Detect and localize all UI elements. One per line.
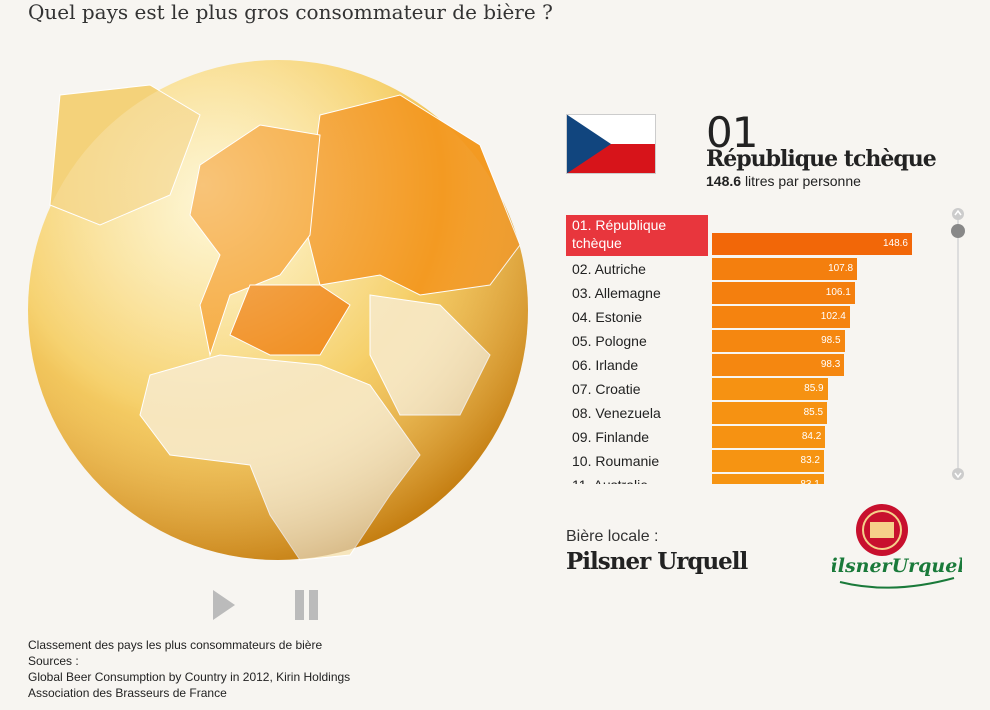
row-label[interactable]: 10. Roumanie <box>572 453 660 469</box>
bar-value: 107.8 <box>828 263 854 274</box>
row-label[interactable]: 09. Finlande <box>572 429 650 445</box>
bar: 83.2 <box>712 450 824 472</box>
bar-value: 98.5 <box>821 335 841 346</box>
bar-value: 106.1 <box>825 287 851 298</box>
row-label[interactable]: 11. Australie <box>566 476 708 484</box>
footer: Classement des pays les plus consommateu… <box>28 637 350 701</box>
row-label[interactable]: 05. Pologne <box>572 333 647 349</box>
row-label[interactable]: 04. Estonie <box>572 309 643 325</box>
row-label[interactable]: 03. Allemagne <box>572 285 661 301</box>
bar: 106.1 <box>712 282 855 304</box>
pause-button[interactable] <box>295 590 304 620</box>
bar: 83.1 <box>712 474 824 484</box>
globe[interactable] <box>20 55 540 570</box>
selected-unit: litres par personne <box>744 173 861 189</box>
play-button[interactable] <box>213 590 235 620</box>
bar-value: 85.9 <box>804 383 824 394</box>
bar-value: 84.2 <box>801 431 822 442</box>
bar: 98.5 <box>712 330 845 352</box>
selected-number: 148.6 <box>706 173 742 189</box>
row-label[interactable]: 02. Autriche <box>572 261 646 277</box>
bar-value: 102.4 <box>820 311 846 322</box>
local-beer-name: Pilsner Urquell <box>566 548 748 575</box>
selected-value: 148.6 litres par personne <box>706 173 861 189</box>
bar: 85.9 <box>712 378 828 400</box>
bar: 102.4 <box>712 306 850 328</box>
row-label[interactable]: 01. République tchèque <box>566 215 708 256</box>
scroll-thumb[interactable] <box>951 224 965 238</box>
bar-value: 98.3 <box>820 359 841 370</box>
row-label[interactable]: 07. Croatie <box>572 381 641 397</box>
row-label[interactable]: 08. Venezuela <box>572 405 661 421</box>
selected-rank: 01 <box>706 108 758 157</box>
bar: 85.5 <box>712 402 828 424</box>
bar: 107.8 <box>712 258 858 280</box>
bar-value: 83.2 <box>800 455 820 466</box>
row-label[interactable]: 06. Irlande <box>572 357 639 373</box>
bar: 84.2 <box>712 426 826 448</box>
footer-line: Association des Brasseurs de France <box>28 686 227 700</box>
pause-button[interactable] <box>309 590 318 620</box>
flag <box>566 114 656 174</box>
footer-line: Classement des pays les plus consommateu… <box>28 638 323 652</box>
controls <box>213 590 318 620</box>
ranking-list: 01. République tchèque 148.6 02. Autriche 1… <box>566 215 926 484</box>
selected-name: République tchèque <box>706 146 937 172</box>
title: Quel pays est le plus gros consommateur … <box>28 0 553 24</box>
bar: 98.3 <box>712 354 845 376</box>
bar-value: 83.1 <box>800 479 819 484</box>
bar: 148.6 <box>712 233 912 255</box>
scrollbar[interactable] <box>948 206 968 482</box>
bar-value: 148.6 <box>882 238 908 249</box>
footer-line: Sources : <box>28 654 79 668</box>
globe-shade <box>28 60 528 560</box>
bar-value: 85.5 <box>803 407 824 418</box>
footer-line: Global Beer Consumption by Country in 20… <box>28 670 351 684</box>
local-beer-label: Bière locale : <box>566 528 659 545</box>
